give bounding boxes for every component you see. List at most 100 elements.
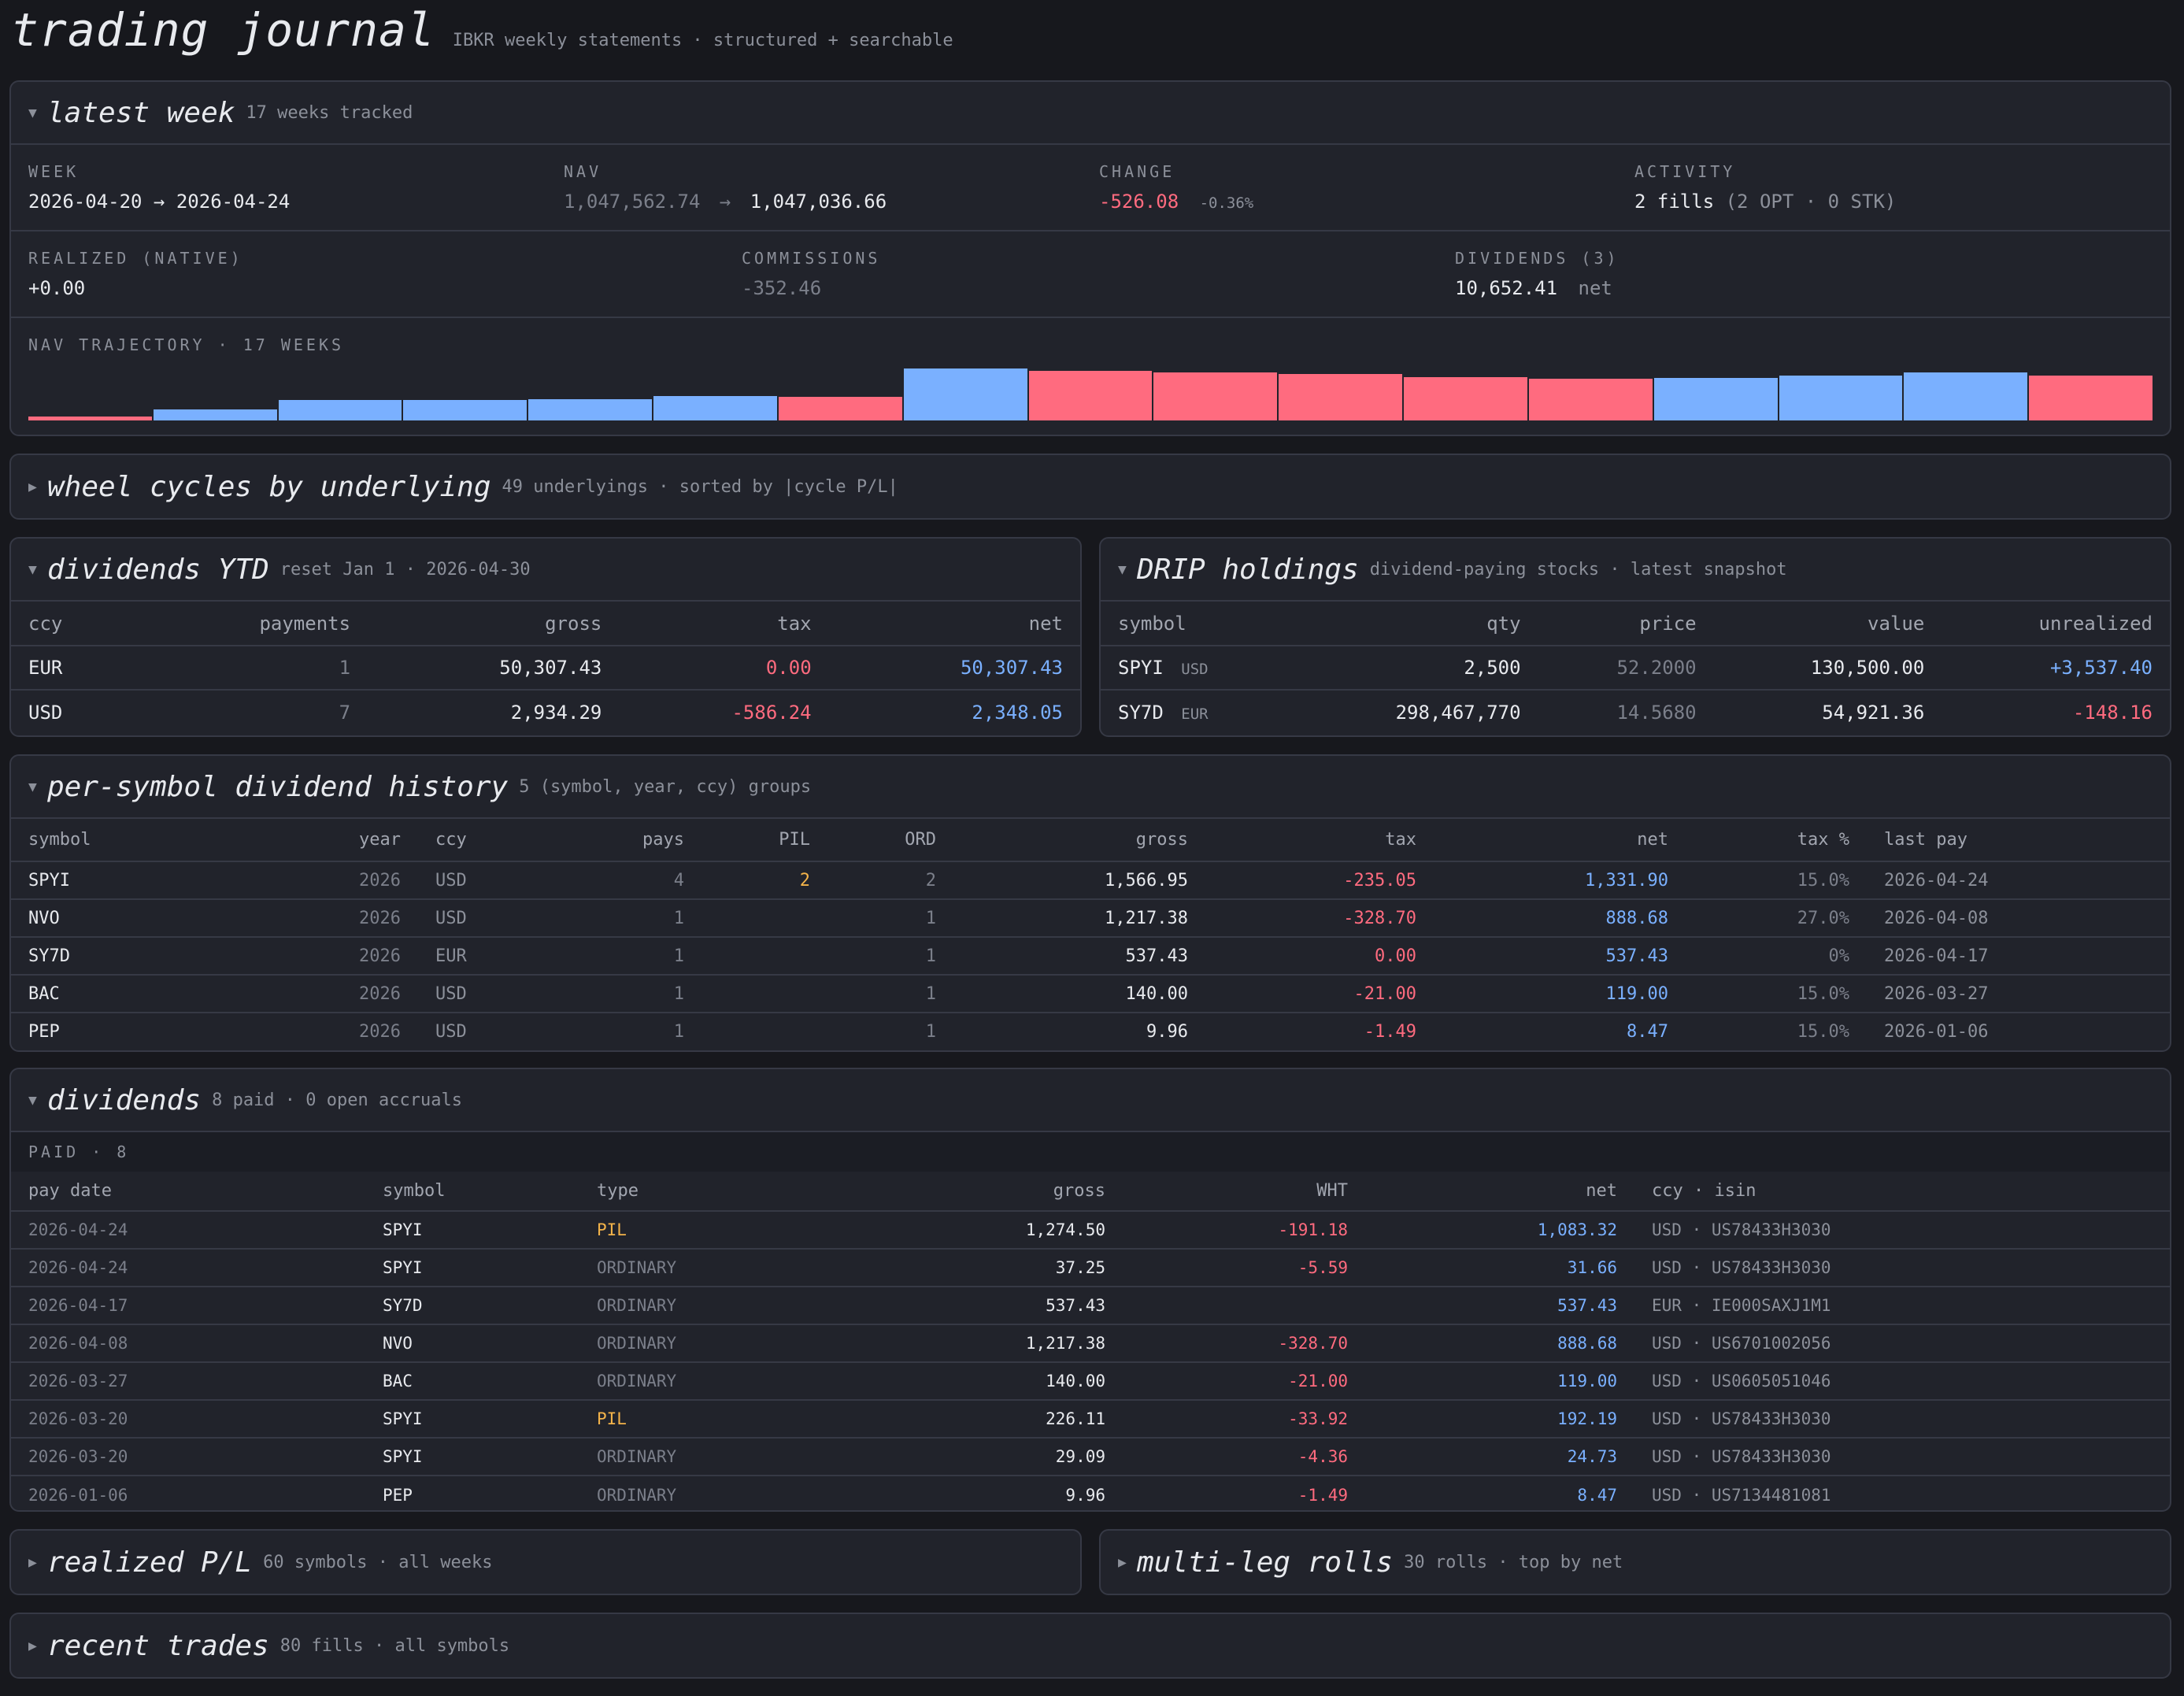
- nav-label: NAV: [564, 162, 602, 181]
- drip-holdings-panel: ▼ DRIP holdings dividend-paying stocks ·…: [1099, 537, 2171, 737]
- multi-leg-rolls-header[interactable]: ▶ multi-leg rolls 30 rolls · top by net: [1101, 1531, 2170, 1594]
- section-title: latest week: [47, 96, 235, 129]
- nav-bar: [28, 417, 152, 420]
- dividends-ytd-panel: ▼ dividends YTD reset Jan 1 · 2026-04-30…: [9, 537, 1082, 737]
- symbol-cell: SPYI: [1118, 657, 1164, 679]
- type-cell: ORDINARY: [579, 1362, 831, 1401]
- pays-cell: 1: [543, 975, 701, 1013]
- table-row: PEP 2026 USD 1 1 9.96 -1.49 8.47 15.0% 2026-01-06: [11, 1013, 2170, 1050]
- isin-cell: USD · US7134481081: [1652, 1485, 1831, 1505]
- dividends-table: pay date symbol type gross WHT net ccy ·…: [11, 1172, 2170, 1510]
- symbol-cell: SPYI: [365, 1249, 579, 1287]
- symbol-cell: BAC: [365, 1362, 579, 1401]
- recent-trades-header[interactable]: ▶ recent trades 80 fills · all symbols: [11, 1614, 2170, 1677]
- drip-holdings-table: symbol qty price value unrealized SPYI U…: [1101, 602, 2170, 734]
- pays-cell: 1: [543, 899, 701, 938]
- change-pct: -0.36%: [1199, 194, 1254, 212]
- week-stats-row: WEEK 2026-04-20 → 2026-04-24 NAV 1,047,5…: [11, 145, 2170, 231]
- realized-pl-header[interactable]: ▶ realized P/L 60 symbols · all weeks: [11, 1531, 1080, 1594]
- triangle-down-icon[interactable]: ▼: [28, 1091, 37, 1109]
- net-cell: 537.43: [1365, 1287, 1634, 1325]
- col-ord: ORD: [827, 819, 953, 862]
- symbol-cell: PEP: [383, 1485, 413, 1505]
- table-row: SY7D EUR 298,467,770 14.5680 54,921.36 -…: [1101, 690, 2170, 734]
- symbol-cell: PEP: [28, 1022, 60, 1042]
- qty-cell: 298,467,770: [1395, 701, 1521, 724]
- date-cell: 2026-03-20: [11, 1438, 365, 1476]
- tax-cell: -21.00: [1205, 975, 1434, 1013]
- gross-cell: 1,274.50: [831, 1211, 1123, 1250]
- taxpct-cell: 15.0%: [1685, 975, 1867, 1013]
- nav-bar: [153, 409, 277, 420]
- triangle-right-icon[interactable]: ▶: [1118, 1553, 1127, 1571]
- page-subtitle: IBKR weekly statements · structured + se…: [452, 31, 953, 50]
- gross-cell: 140.00: [953, 975, 1205, 1013]
- unrealized-cell: +3,537.40: [1942, 646, 2170, 691]
- wht-cell: [1123, 1287, 1365, 1325]
- qty-cell: 2,500: [1292, 646, 1538, 691]
- week-label: WEEK: [28, 162, 80, 181]
- triangle-right-icon[interactable]: ▶: [28, 1637, 37, 1654]
- gross-cell: 537.43: [953, 937, 1205, 976]
- gross-cell: 2,934.29: [510, 701, 602, 724]
- symbol-cell: SPYI: [365, 1211, 579, 1250]
- section-title: recent trades: [47, 1629, 269, 1662]
- table-row: EUR 1 50,307.43 0.00 50,307.43: [11, 646, 1080, 691]
- triangle-down-icon[interactable]: ▼: [28, 104, 37, 121]
- latest-week-panel: ▼ latest week 17 weeks tracked WEEK 2026…: [9, 80, 2171, 436]
- pil-cell: [701, 1013, 827, 1050]
- latest-week-header[interactable]: ▼ latest week 17 weeks tracked: [11, 82, 2170, 145]
- wheel-cycles-header[interactable]: ▶ wheel cycles by underlying 49 underlyi…: [11, 455, 2170, 518]
- ccy-cell: EUR: [11, 646, 138, 691]
- col-tax: tax: [619, 602, 829, 646]
- triangle-right-icon[interactable]: ▶: [28, 478, 37, 495]
- symbol-cell: NVO: [365, 1324, 579, 1363]
- wht-cell: -328.70: [1123, 1324, 1365, 1363]
- date-cell: 2026-03-20: [11, 1400, 365, 1439]
- ord-cell: 1: [925, 1022, 936, 1042]
- week-stat: WEEK 2026-04-20 → 2026-04-24: [11, 145, 546, 230]
- wheel-cycles-panel: ▶ wheel cycles by underlying 49 underlyi…: [9, 454, 2171, 520]
- ord-cell: 2: [827, 861, 953, 900]
- col-value: value: [1713, 602, 1942, 646]
- isin-cell: USD · US78433H3030: [1634, 1438, 2170, 1476]
- nav-trajectory: NAV TRAJECTORY · 17 WEEKS: [11, 318, 2170, 435]
- col-qty: qty: [1292, 602, 1538, 646]
- payments-cell: 7: [339, 701, 351, 724]
- isin-cell: USD · US6701002056: [1634, 1324, 2170, 1363]
- date-cell: 2026-03-27: [11, 1362, 365, 1401]
- dividends-header[interactable]: ▼ dividends 8 paid · 0 open accruals: [11, 1069, 2170, 1132]
- triangle-down-icon[interactable]: ▼: [28, 778, 37, 795]
- wht-cell: -33.92: [1123, 1400, 1365, 1439]
- triangle-down-icon[interactable]: ▼: [28, 561, 37, 578]
- col-pays: pays: [543, 819, 701, 862]
- nav-bar: [778, 397, 902, 420]
- section-subtitle: 30 rolls · top by net: [1404, 1552, 1623, 1572]
- col-tax-pct: tax %: [1685, 819, 1867, 862]
- drip-holdings-header[interactable]: ▼ DRIP holdings dividend-paying stocks ·…: [1101, 539, 2170, 602]
- tax-cell: -235.05: [1205, 861, 1434, 900]
- wht-cell: -21.00: [1123, 1362, 1365, 1401]
- dividend-history-header[interactable]: ▼ per-symbol dividend history 5 (symbol,…: [11, 756, 2170, 819]
- nav-bar: [1904, 372, 2028, 420]
- dividends-ytd-header[interactable]: ▼ dividends YTD reset Jan 1 · 2026-04-30: [11, 539, 1080, 602]
- col-gross: gross: [831, 1172, 1123, 1212]
- activity-label: ACTIVITY: [1634, 162, 1736, 181]
- symbol-cell: NVO: [11, 899, 342, 938]
- net-cell: 888.68: [1365, 1324, 1634, 1363]
- col-net: net: [1365, 1172, 1634, 1212]
- nav-stat: NAV 1,047,562.74 → 1,047,036.66: [546, 145, 1082, 230]
- year-cell: 2026: [342, 975, 418, 1013]
- gross-cell: 226.11: [831, 1400, 1123, 1439]
- recent-trades-panel: ▶ recent trades 80 fills · all symbols: [9, 1613, 2171, 1679]
- value-cell: 54,921.36: [1822, 701, 1925, 724]
- section-subtitle: 49 underlyings · sorted by |cycle P/L|: [502, 476, 898, 497]
- net-cell: 1,083.32: [1365, 1211, 1634, 1250]
- realized-label: REALIZED (NATIVE): [28, 249, 243, 268]
- ord-cell: 1: [827, 937, 953, 976]
- wht-cell: -1.49: [1297, 1485, 1348, 1505]
- triangle-right-icon[interactable]: ▶: [28, 1553, 37, 1571]
- triangle-down-icon[interactable]: ▼: [1118, 561, 1127, 578]
- type-cell: ORDINARY: [579, 1249, 831, 1287]
- value-cell: 130,500.00: [1713, 646, 1942, 691]
